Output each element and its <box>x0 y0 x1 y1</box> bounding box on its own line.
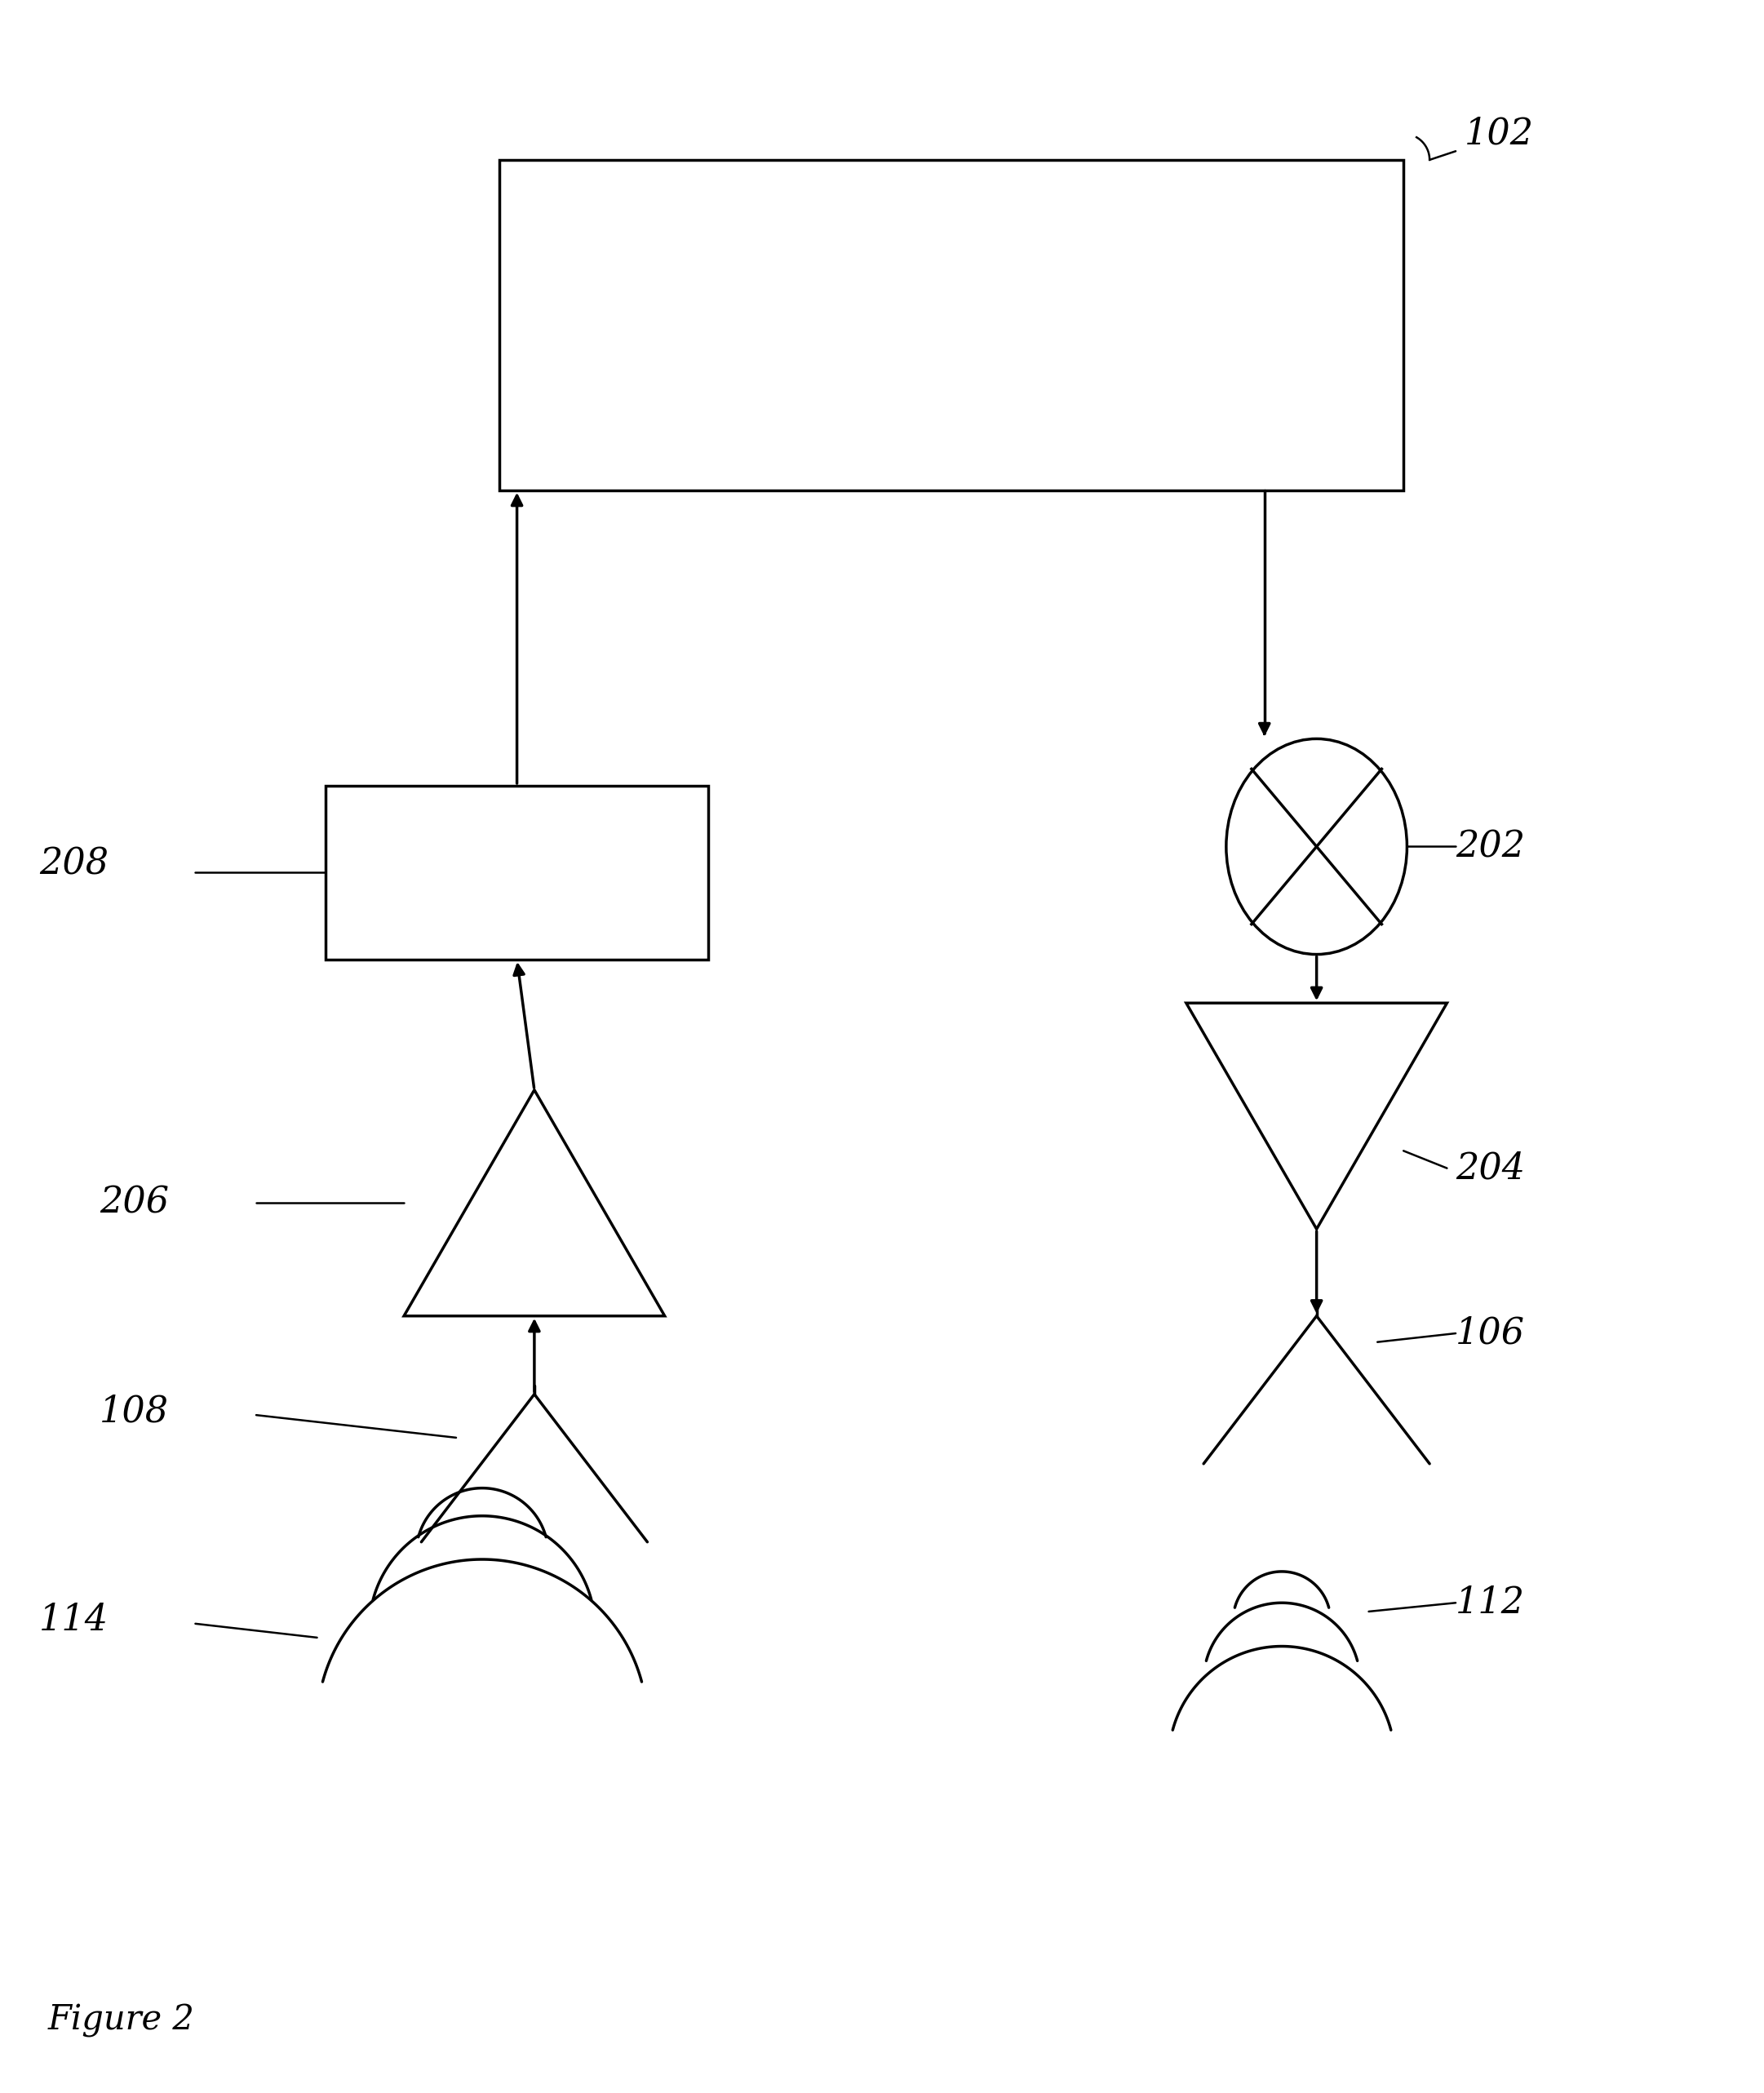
Text: 106: 106 <box>1455 1316 1526 1350</box>
Bar <box>499 159 1404 490</box>
Text: 204: 204 <box>1455 1151 1526 1187</box>
Text: 114: 114 <box>39 1603 108 1639</box>
Bar <box>326 785 707 959</box>
Text: 208: 208 <box>39 846 108 881</box>
Text: 102: 102 <box>1464 117 1535 151</box>
Text: 108: 108 <box>101 1394 169 1430</box>
Text: 206: 206 <box>101 1185 169 1220</box>
Text: Figure 2: Figure 2 <box>48 2003 194 2036</box>
Text: 112: 112 <box>1455 1584 1526 1620</box>
Text: 202: 202 <box>1455 829 1526 864</box>
